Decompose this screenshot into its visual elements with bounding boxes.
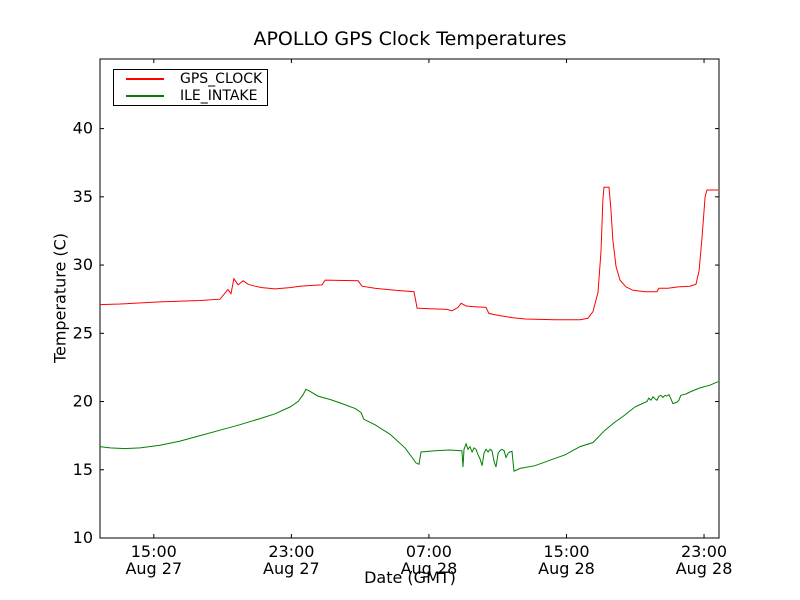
x-tick-label-date: Aug 28 [538,559,595,578]
y-tick-label: 40 [73,119,93,138]
x-tick-label-date: Aug 27 [125,559,182,578]
x-tick-label-date: Aug 28 [676,559,733,578]
x-axis-label: Date (GMT) [364,568,456,587]
x-tick-label-date: Aug 28 [401,559,458,578]
legend-entry-gps-clock: GPS_CLOCK [114,71,267,87]
x-tick-label-time: 23:00 [681,542,727,561]
x-tick-label-time: 23:00 [268,542,314,561]
chart-title: APOLLO GPS Clock Temperatures [253,28,567,50]
x-tick-label-date: Aug 27 [263,559,320,578]
gps-clock-line-sample [126,78,164,80]
x-tick-label-time: 07:00 [406,542,452,561]
legend-entry-ile-intake: ILE_INTAKE [114,88,267,104]
ile-intake-line-sample [126,95,164,97]
y-tick-label: 20 [73,392,93,411]
series-line-gps_clock [99,186,718,321]
y-tick-label: 35 [73,187,93,206]
y-tick-label: 10 [73,528,93,547]
x-tick-label-time: 15:00 [543,542,589,561]
y-tick-label: 25 [73,323,93,342]
legend: GPS_CLOCK ILE_INTAKE [113,69,268,106]
legend-label-gps-clock: GPS_CLOCK [180,71,263,87]
legend-label-ile-intake: ILE_INTAKE [180,88,258,104]
y-tick-label: 15 [73,460,93,479]
axes-frame [99,58,720,539]
x-tick-label-time: 15:00 [131,542,177,561]
series-line-ile_intake [99,381,719,472]
y-tick-label: 30 [73,255,93,274]
